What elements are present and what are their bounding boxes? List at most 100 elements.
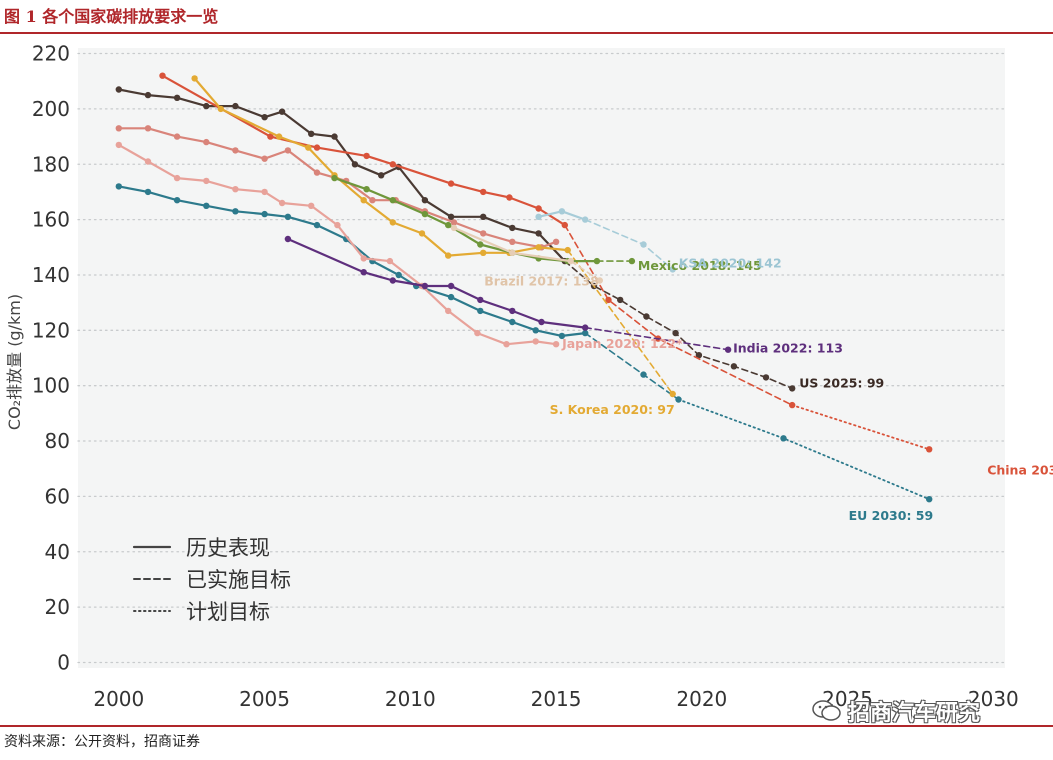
series-s-korea-enacted-line [566, 249, 674, 395]
series-s-korea-point [305, 144, 312, 151]
series-eu-point [232, 208, 239, 215]
series-japan-point [232, 186, 239, 193]
series-us-point [173, 94, 181, 101]
series-india-enacted-line [584, 326, 729, 351]
emissions-chart: 0 20 40 60 80 100 120 140 160 180 200 220 2000 2005 2… [5, 42, 1053, 711]
series-us-point [672, 329, 679, 337]
x-tick-label: 2005 [239, 687, 290, 711]
source-rule [0, 725, 1053, 727]
legend-label-dotted: 计划目标 [186, 600, 270, 624]
series-canada-point [144, 125, 152, 132]
x-tick-label: 2015 [531, 687, 582, 711]
series-canada-point [313, 169, 321, 176]
series-s-korea-label: S. Korea 2020: 97 [550, 402, 675, 417]
series-eu-point [558, 332, 566, 340]
series-s-korea-point [535, 244, 542, 251]
series-mexico-point [421, 210, 429, 218]
series-s-korea-point [191, 75, 198, 82]
series-china-point [159, 72, 166, 79]
series-eu-point [477, 307, 484, 315]
y-tick-label: 120 [32, 318, 70, 342]
series-china-point [926, 446, 933, 453]
x-tick-label: 2010 [385, 687, 436, 711]
series-india-point [509, 307, 516, 315]
series-mexico-historical-line [333, 177, 599, 263]
series-mexico-label: Mexico 2018: 145 [638, 258, 762, 273]
series-canada-point [450, 219, 458, 226]
series-eu-historical-line [117, 185, 587, 337]
series-canada-point [232, 147, 239, 154]
series-us-point [378, 172, 385, 179]
series-china-point [506, 194, 513, 201]
series-ksa-point [640, 241, 647, 248]
series-eu-point [395, 271, 402, 279]
series-eu-point [582, 329, 589, 337]
series-us-point [232, 102, 239, 110]
series-mexico-point [389, 197, 396, 204]
y-tick-label: 100 [32, 374, 70, 398]
series-canada-point [369, 197, 376, 204]
series-us-label: US 2025: 99 [799, 375, 884, 390]
series-brazil-point [596, 277, 603, 284]
series-japan-point [278, 199, 286, 207]
wechat-icon [812, 700, 841, 721]
series-china-point [313, 144, 321, 151]
series-ksa-point [558, 208, 566, 215]
legend-label-solid: 历史表现 [186, 536, 270, 560]
series-us-point [261, 114, 268, 121]
watermark: 招商汽车研究 [812, 694, 1038, 728]
series-s-korea-point [480, 249, 487, 256]
series-india-point [582, 324, 589, 331]
series-us-point [509, 224, 516, 232]
series-india-label: India 2022: 113 [733, 341, 843, 356]
y-tick-label: 40 [45, 540, 70, 564]
y-tick-label: 160 [32, 208, 70, 232]
series-canada-point [480, 230, 487, 237]
series-s-korea-point [389, 219, 396, 226]
series-us-point [115, 86, 123, 93]
series-india-point [421, 282, 429, 290]
series-china-point [535, 205, 542, 212]
series-ksa-point [582, 216, 589, 223]
series-japan-point [503, 341, 510, 348]
x-tick-label: 2000 [93, 687, 144, 711]
series-eu-point [284, 213, 292, 220]
series-eu-point [926, 496, 933, 503]
series-china-point [605, 296, 612, 304]
series-japan-point [261, 188, 268, 196]
y-tick-label: 220 [32, 42, 70, 66]
series-india-point [284, 235, 292, 243]
series-eu-point [261, 210, 268, 218]
series-s-korea-point [360, 197, 367, 204]
series-us-point [480, 213, 487, 220]
series-eu-point [780, 435, 787, 442]
series-us-point [331, 133, 338, 140]
series-eu-point [203, 202, 210, 209]
series-us-point [617, 296, 624, 304]
series-mexico-point [593, 257, 601, 265]
series-japan-point [115, 141, 123, 149]
series-eu-point [675, 396, 682, 403]
series-ksa-label: KSA 2020: 142 [679, 255, 782, 270]
x-tick-label: 2030 [968, 687, 1019, 711]
series-mexico-point [477, 241, 484, 248]
legend-label-dashed: 已实施目标 [186, 568, 291, 592]
series-japan-point [386, 257, 394, 265]
series-india-point [360, 269, 367, 276]
series-china-label: China 2030: 76 [987, 462, 1053, 477]
series-brazil-point [450, 224, 458, 232]
series-india-point [538, 318, 545, 326]
series-us-point [351, 161, 359, 168]
series-canada-point [284, 147, 292, 154]
series-japan-point [144, 158, 152, 165]
series-japan-point [532, 338, 539, 345]
title-rule [0, 32, 1053, 34]
series-japan-point [334, 221, 341, 229]
series-us-historical-line [117, 88, 566, 263]
series-china-planned-line [791, 404, 931, 451]
series-india-point [724, 346, 732, 353]
series-mexico-point [363, 186, 370, 193]
series-eu-point [173, 197, 181, 204]
series-eu-point [509, 318, 516, 326]
series-eu-point [115, 183, 123, 190]
